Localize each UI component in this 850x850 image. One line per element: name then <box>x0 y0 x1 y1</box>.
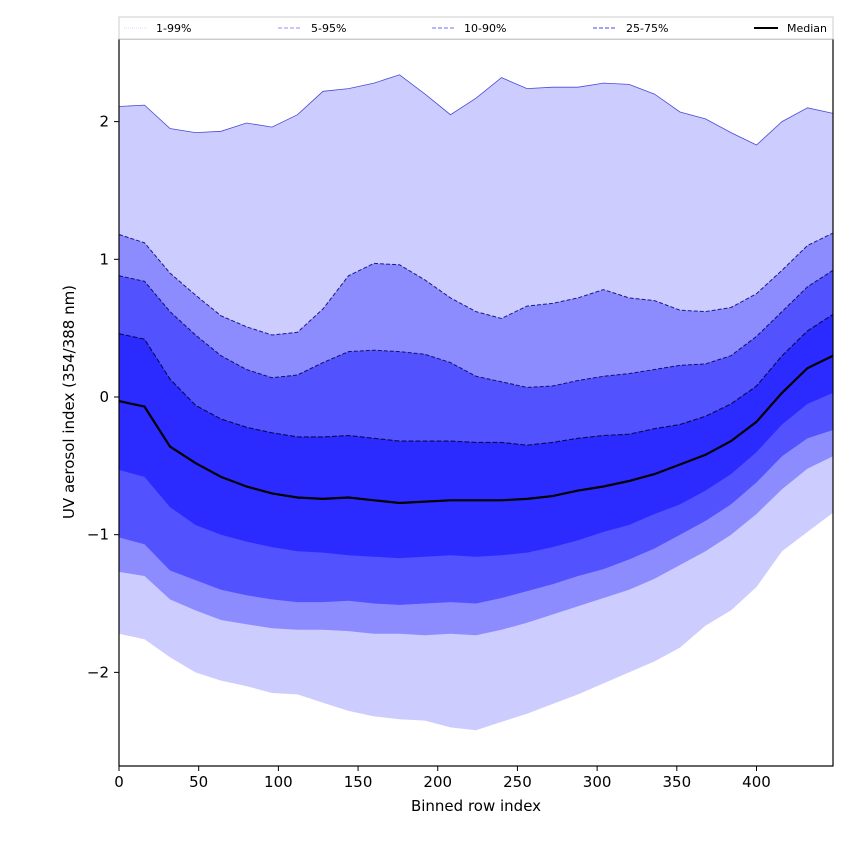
line-p90 <box>118 269 834 388</box>
legend-label: 5-95% <box>311 22 346 35</box>
line-p99 <box>118 74 834 146</box>
line-p75 <box>118 313 834 446</box>
y-tick-label: 0 <box>99 388 109 406</box>
legend: 1-99% 5-95% 10-90% 25-75% Median <box>118 16 834 40</box>
x-tick-label: 200 <box>423 773 452 791</box>
legend-label: 1-99% <box>156 22 191 35</box>
x-tick-label: 0 <box>114 773 124 791</box>
y-tick-label: −2 <box>87 663 109 681</box>
legend-frame <box>118 16 834 40</box>
legend-label: 25-75% <box>626 22 668 35</box>
x-tick-label: 100 <box>264 773 293 791</box>
line-median <box>118 354 834 505</box>
y-axis-label: UV aerosol index (354/388 nm) <box>60 285 78 519</box>
line-p95 <box>118 232 834 336</box>
x-tick-label: 350 <box>662 773 691 791</box>
x-tick-label: 250 <box>503 773 532 791</box>
y-axis: −2 −1 0 1 2 <box>87 113 119 681</box>
x-tick-label: 150 <box>344 773 373 791</box>
y-tick-label: −1 <box>87 526 109 544</box>
x-axis: 0 50 100 150 200 250 300 350 400 <box>114 766 771 791</box>
x-axis-label: Binned row index <box>411 797 541 815</box>
lines-layer <box>118 74 834 505</box>
legend-label: 10-90% <box>464 22 506 35</box>
x-tick-label: 50 <box>189 773 208 791</box>
bands-layer <box>119 74 833 731</box>
y-tick-label: 1 <box>99 250 109 268</box>
y-tick-label: 2 <box>99 113 109 131</box>
x-tick-label: 400 <box>742 773 771 791</box>
x-tick-label: 300 <box>583 773 612 791</box>
legend-label: Median <box>787 22 827 35</box>
